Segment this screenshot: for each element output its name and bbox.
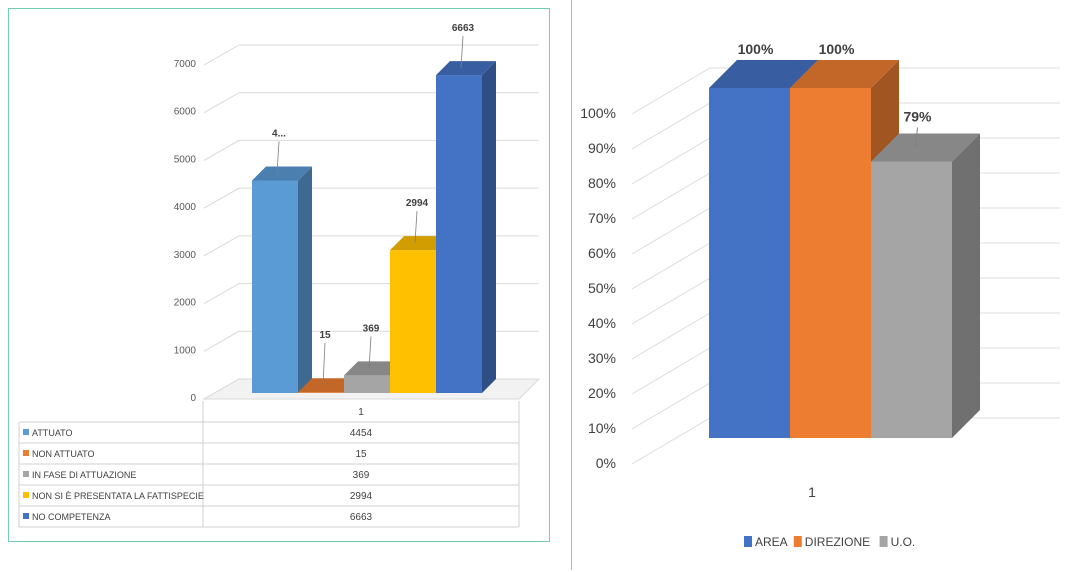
table-row-value: 15 [355, 449, 367, 460]
bar-area-top [709, 60, 818, 88]
table-row-value: 369 [353, 470, 370, 481]
y-tick-label: 5000 [174, 154, 197, 165]
right-chart: 0% 10% 20% 30% 40% 50% 60% 70% 80% 90% 100% 100% 100… [580, 41, 1060, 549]
y-tick-label: 20% [588, 385, 616, 401]
data-label-leader [276, 141, 280, 174]
data-label: 369 [363, 323, 380, 334]
bar-in-fase-di-attuazione-front [344, 375, 390, 393]
legend-key [744, 536, 752, 547]
data-label-leader [460, 36, 464, 69]
legend-key [793, 536, 802, 547]
y-tick-label: 90% [588, 140, 616, 156]
bar-non-attuato-front [298, 392, 344, 393]
legend-key [879, 536, 888, 547]
data-label: 4... [272, 128, 286, 139]
bar-direzione-front [790, 88, 871, 438]
table-legend-key [23, 513, 29, 519]
left-chart-panel: 0 1000 2000 3000 4000 5000 6000 7000 4... 15 369 29… [8, 8, 550, 542]
table-row-label: ATTUATO [32, 428, 73, 438]
bar-u-o--top [871, 133, 980, 162]
data-label: 100% [738, 41, 774, 57]
table-row-label: NON ATTUATO [32, 449, 95, 459]
legend-label: U.O. [891, 535, 916, 549]
right-chart-panel: 0% 10% 20% 30% 40% 50% 60% 70% 80% 90% 100% 100% 100… [571, 0, 1068, 570]
y-tick-label: 0% [596, 455, 616, 471]
bar-attuato-top [252, 166, 312, 181]
y-tick-label: 80% [588, 175, 616, 191]
y-tick-label: 0 [190, 393, 196, 404]
bar-no-competenza-top [436, 61, 496, 76]
data-label: 15 [319, 330, 331, 341]
table-row-value: 6663 [350, 512, 373, 523]
bar-direzione-top [790, 60, 899, 88]
y-tick-label: 4000 [174, 202, 197, 213]
table-legend-key [23, 450, 29, 456]
data-label-leader [322, 342, 326, 386]
y-tick-label: 2000 [174, 298, 197, 309]
table-row-label: IN FASE DI ATTUAZIONE [32, 470, 136, 480]
bar-attuato-side [298, 166, 312, 393]
table-row-label: NO COMPETENZA [32, 512, 111, 522]
bar-in-fase-di-attuazione-top [344, 361, 404, 376]
left-chart: 0 1000 2000 3000 4000 5000 6000 7000 4... 15 369 29… [18, 23, 541, 528]
table-legend-key [23, 471, 29, 477]
table-row-value: 4454 [350, 428, 373, 439]
bar-no-competenza-side [482, 61, 496, 394]
y-tick-label: 30% [588, 350, 616, 366]
y-tick-label: 6000 [174, 107, 197, 118]
bar-non-si-presentata-la-fattispecie-front [390, 250, 436, 393]
bar-no-competenza-front [436, 75, 482, 393]
bar-u-o--front [871, 161, 952, 438]
gridline [631, 67, 1060, 115]
y-tick-label: 10% [588, 420, 616, 436]
bar-non-si-presentata-la-fattispecie-top [390, 236, 450, 251]
bar-u-o- [871, 133, 980, 438]
y-tick-label: 50% [588, 280, 616, 296]
data-label: 100% [819, 41, 855, 57]
legend-label: DIREZIONE [805, 535, 870, 549]
y-tick-label: 3000 [174, 250, 197, 261]
data-label-leader [414, 211, 418, 244]
bar-non-attuato-top [298, 378, 358, 393]
y-tick-label: 60% [588, 245, 616, 261]
y-tick-label: 7000 [174, 59, 197, 70]
bar-no-competenza [436, 61, 496, 394]
bar-attuato [252, 166, 312, 393]
table-header-category: 1 [358, 407, 364, 418]
x-axis-category-label: 1 [808, 484, 816, 500]
data-label: 2994 [406, 198, 429, 209]
table-row-value: 2994 [350, 491, 373, 502]
table-legend-key [23, 429, 29, 435]
data-label: 79% [903, 109, 932, 125]
bar-u-o--side [952, 133, 980, 438]
y-tick-label: 1000 [174, 345, 197, 356]
data-label-leader [915, 127, 918, 148]
table-legend-key [23, 492, 29, 498]
table-row-label: NON SI È PRESENTATA LA FATTISPECIE [32, 491, 204, 501]
legend-label: AREA [755, 535, 788, 549]
y-tick-label: 40% [588, 315, 616, 331]
bar-attuato-front [252, 180, 298, 393]
bar-area-front [709, 88, 790, 438]
y-tick-label: 100% [580, 105, 616, 121]
y-tick-label: 70% [588, 210, 616, 226]
data-label-leader [368, 336, 372, 369]
gridline [203, 44, 539, 66]
data-label: 6663 [452, 23, 475, 34]
